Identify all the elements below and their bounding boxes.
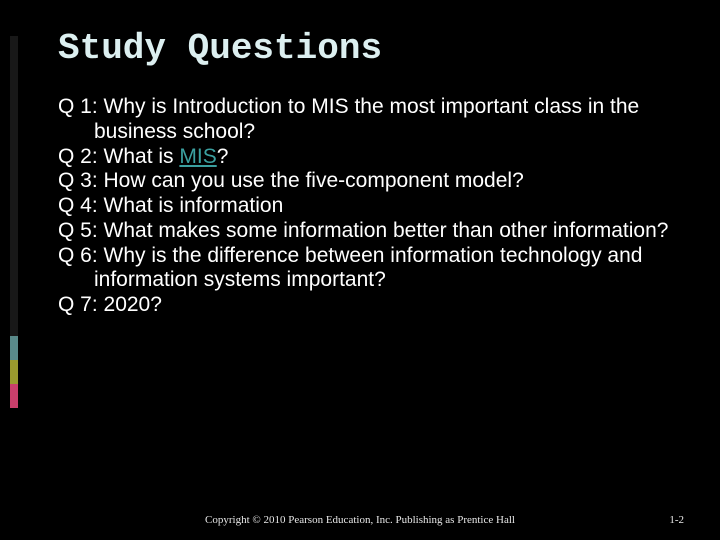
slide-title: Study Questions xyxy=(58,28,672,69)
page-number: 1-2 xyxy=(669,514,684,526)
accent-segment-teal xyxy=(10,336,18,360)
question-4: Q 4: What is information xyxy=(58,194,672,219)
copyright-footer: Copyright © 2010 Pearson Education, Inc.… xyxy=(0,514,720,526)
question-1: Q 1: Why is Introduction to MIS the most… xyxy=(58,95,672,145)
question-5: Q 5: What makes some information better … xyxy=(58,219,672,244)
question-3: Q 3: How can you use the five-component … xyxy=(58,169,672,194)
q2-post: ? xyxy=(217,145,229,168)
question-7: Q 7: 2020? xyxy=(58,293,672,318)
accent-segment-pink xyxy=(10,384,18,408)
question-6: Q 6: Why is the difference between infor… xyxy=(58,244,672,294)
accent-segment-dark xyxy=(10,36,18,336)
slide: Study Questions Q 1: Why is Introduction… xyxy=(0,0,720,540)
mis-link[interactable]: MIS xyxy=(179,145,216,168)
q2-pre: Q 2: What is xyxy=(58,145,179,168)
accent-segment-olive xyxy=(10,360,18,384)
accent-bar xyxy=(10,36,18,408)
questions-block: Q 1: Why is Introduction to MIS the most… xyxy=(58,95,672,318)
question-2: Q 2: What is MIS? xyxy=(58,145,672,170)
